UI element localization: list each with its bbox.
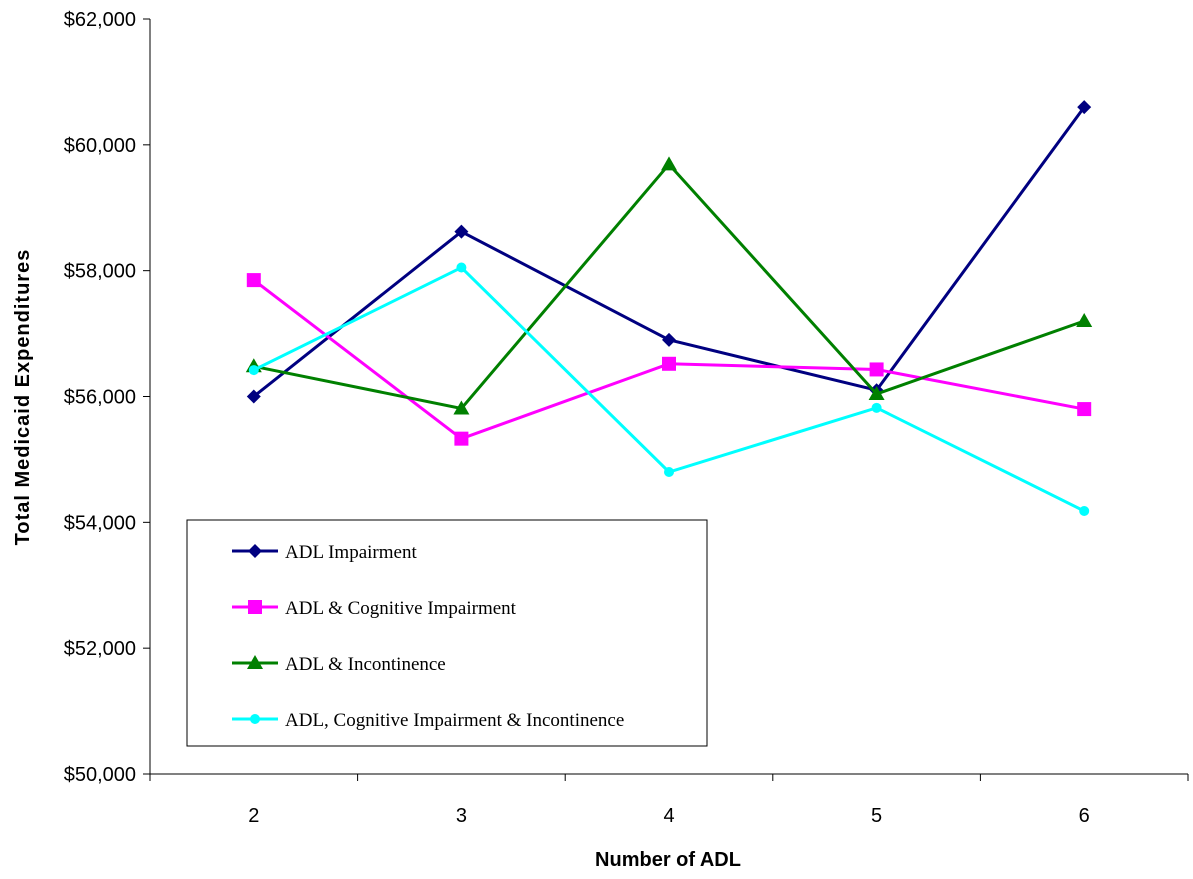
data-point: [246, 273, 261, 288]
legend-label: ADL & Incontinence: [285, 654, 446, 675]
x-tick-label: 6: [1079, 805, 1090, 827]
legend-item: ADL & Incontinence: [232, 654, 446, 675]
data-point: [661, 156, 677, 171]
series-4: [248, 262, 1090, 517]
data-point: [454, 224, 469, 239]
legend: ADL Impairment ADL & Cognitive Impairment…: [186, 519, 708, 747]
series-group: [245, 100, 1093, 517]
series-3: [245, 156, 1093, 415]
legend-item: ADL & Cognitive Impairment: [232, 598, 517, 619]
data-point: [664, 467, 674, 477]
data-point: [1076, 313, 1093, 327]
legend-item: ADL Impairment: [232, 542, 417, 563]
y-tick-label: $62,000: [64, 9, 136, 31]
y-tick-label: $56,000: [64, 387, 136, 409]
legend-box: [186, 519, 708, 747]
y-axis-title: Total Medicaid Expenditures: [12, 249, 34, 546]
y-tick-label: $58,000: [64, 261, 136, 283]
data-point: [456, 262, 467, 273]
series-1: [246, 100, 1092, 404]
x-tick-label: 3: [456, 805, 467, 827]
data-point: [662, 332, 676, 347]
y-tick-label: $54,000: [64, 512, 136, 534]
data-point: [246, 389, 261, 404]
legend-label: ADL Impairment: [285, 542, 417, 563]
data-point: [453, 400, 470, 415]
series-line: [252, 106, 1086, 398]
data-point: [1077, 100, 1092, 115]
axes: $50,000 $52,000 $54,000 $56,000 $58,000 $60,0…: [64, 9, 1189, 827]
data-point: [868, 385, 885, 400]
data-point: [1079, 506, 1090, 517]
legend-marker: [250, 714, 260, 724]
data-point: [248, 365, 259, 376]
legend-label: ADL, Cognitive Impairment & Incontinence: [285, 710, 624, 731]
y-tick-label: $60,000: [64, 135, 136, 157]
y-tick-label: $52,000: [64, 638, 136, 660]
legend-marker: [248, 600, 262, 614]
legend-label: ADL & Cognitive Impairment: [285, 598, 517, 619]
data-point: [869, 362, 884, 377]
series-line: [253, 162, 1085, 411]
x-axis-title: Number of ADL: [595, 849, 741, 871]
series-2: [246, 273, 1092, 446]
legend-marker: [248, 544, 262, 558]
data-point: [454, 431, 469, 446]
data-point: [1077, 402, 1092, 417]
legend-marker: [247, 655, 263, 669]
x-tick-label: 2: [248, 805, 259, 827]
data-point: [871, 402, 882, 413]
legend-item: ADL, Cognitive Impairment & Incontinence: [232, 710, 624, 731]
x-tick-label: 5: [871, 805, 882, 827]
data-point: [662, 356, 676, 371]
y-tick-label: $50,000: [64, 764, 136, 786]
x-tick-label: 4: [663, 805, 674, 827]
